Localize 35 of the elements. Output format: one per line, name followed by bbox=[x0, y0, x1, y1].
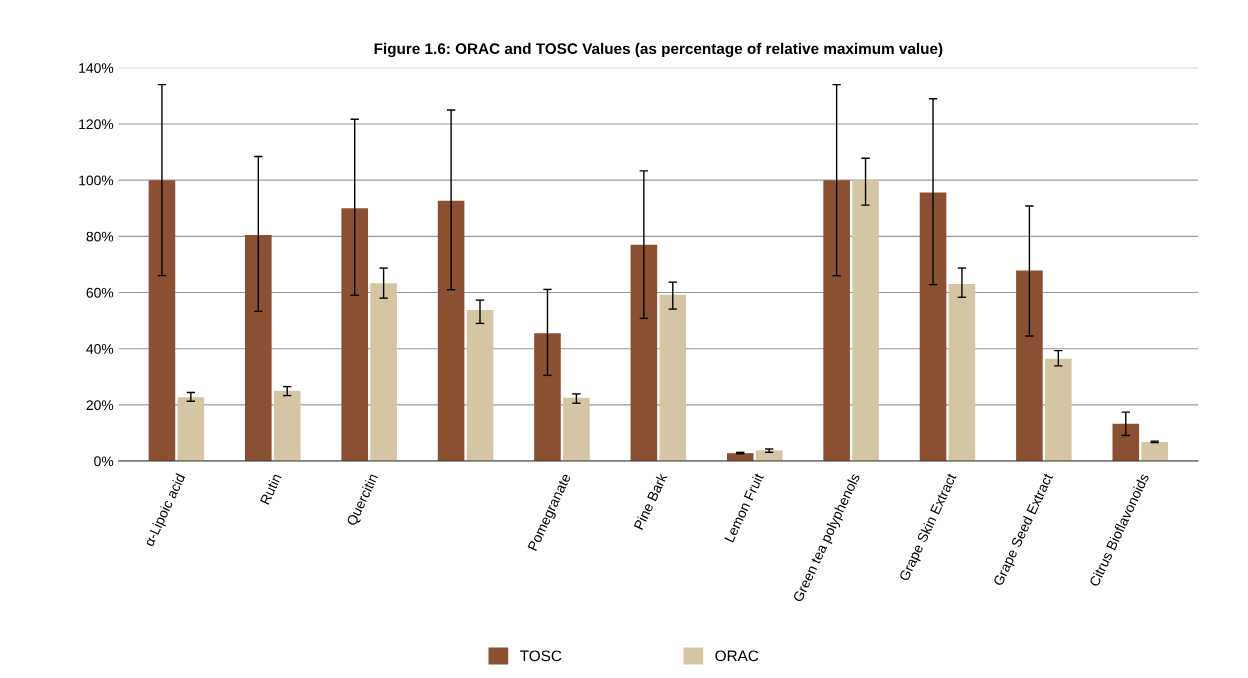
bar bbox=[341, 208, 369, 462]
legend-label: ORAC bbox=[715, 650, 759, 662]
bar bbox=[948, 284, 976, 462]
chart-title: Figure 1.6: ORAC and TOSC Values (as percentage of relative maximum value) bbox=[374, 42, 943, 58]
bar bbox=[245, 234, 272, 462]
bar bbox=[659, 294, 687, 462]
bar bbox=[1016, 270, 1043, 462]
bar bbox=[273, 390, 301, 462]
bar bbox=[466, 309, 494, 462]
bar bbox=[148, 180, 176, 462]
bar bbox=[1045, 358, 1072, 462]
y-tick-label: 120% bbox=[79, 119, 114, 130]
y-tick-label: 100% bbox=[79, 175, 114, 186]
bar bbox=[823, 180, 850, 462]
bar bbox=[1141, 441, 1169, 462]
bar bbox=[919, 192, 947, 462]
y-tick-label: 60% bbox=[86, 287, 114, 298]
bar bbox=[563, 397, 590, 462]
bar bbox=[1112, 423, 1140, 462]
legend-label: TOSC bbox=[520, 650, 562, 662]
bar bbox=[370, 283, 397, 462]
y-tick-label: 20% bbox=[86, 400, 114, 411]
y-tick-label: 140% bbox=[79, 63, 114, 73]
bar bbox=[437, 200, 465, 462]
bar bbox=[726, 453, 754, 462]
y-tick-label: 80% bbox=[86, 231, 114, 242]
y-tick-label: 40% bbox=[86, 344, 114, 354]
bar bbox=[852, 180, 879, 462]
y-tick-label: 0% bbox=[94, 456, 114, 467]
bar bbox=[534, 333, 561, 462]
bar bbox=[177, 397, 205, 462]
bar bbox=[755, 450, 783, 462]
x-tick-label: Rutin bbox=[259, 472, 282, 505]
x-tick-label: Pine Bark bbox=[633, 472, 668, 530]
bar bbox=[630, 244, 658, 462]
